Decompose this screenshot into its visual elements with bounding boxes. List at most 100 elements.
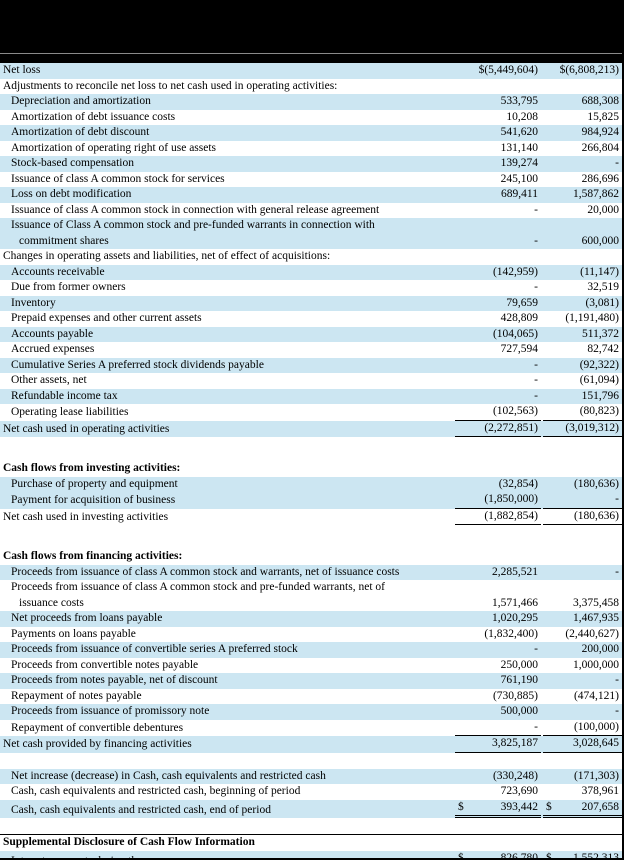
value-col2: -	[615, 705, 619, 717]
value-col1: 250,000	[500, 658, 538, 671]
value-col2: -	[615, 565, 619, 578]
row-label: Refundable income tax	[11, 389, 118, 402]
value-col2: (11,147)	[580, 265, 619, 278]
value-col2: 1,587,862	[573, 188, 619, 200]
row-label: Proceeds from issuance of promissory not…	[11, 705, 210, 717]
value-col1: 727,594	[500, 343, 538, 355]
value-col1: 723,690	[500, 785, 538, 797]
row-label: Prepaid expenses and other current asset…	[11, 312, 202, 324]
value-col2: 378,961	[581, 785, 619, 797]
value-col2: -	[543, 492, 622, 509]
row-label: Issuance of Class A common stock and pre…	[11, 219, 375, 247]
value-col1: -	[534, 358, 538, 371]
value-col1: -	[534, 389, 538, 402]
row-label: Issuance of class A common stock for ser…	[11, 172, 225, 185]
value-col2: (80,823)	[543, 404, 622, 421]
row-label: Interest payments during the year	[0, 854, 451, 859]
row-label: Cash flows from financing activities:	[3, 550, 183, 562]
table-row: Repayment of notes payable (730,885) (474,…	[0, 689, 622, 705]
value-col2: 151,796	[581, 389, 619, 402]
value-col2: (180,636)	[573, 477, 619, 490]
row-label: Accounts payable	[11, 327, 94, 340]
value-col1: (1,850,000)	[455, 492, 541, 509]
table-row: Loss on debt modification 689,411 1,587,86…	[0, 187, 622, 203]
row-label: Inventory	[11, 296, 56, 309]
table-row: Net cash used in investing activities (1,…	[0, 509, 622, 525]
dollar-sign: $	[458, 851, 464, 860]
table-row: Supplemental Disclosure of Cash Flow Inf…	[0, 834, 622, 851]
row-label: Operating lease liabilities	[11, 406, 129, 418]
value-col2: -	[615, 674, 619, 686]
value-col1: 79,659	[506, 296, 538, 309]
table-row: Adjustments to reconcile net loss to net…	[0, 79, 622, 95]
table-row: Prepaid expenses and other current asset…	[0, 311, 622, 327]
value-col1: (330,248)	[492, 769, 538, 782]
row-label: Issuance of class A common stock in conn…	[11, 203, 380, 216]
row-label: Adjustments to reconcile net loss to net…	[3, 79, 338, 92]
row-label: Net loss	[3, 64, 41, 76]
value-col1: 541,620	[500, 126, 538, 138]
row-label: Proceeds from issuance of convertible se…	[11, 643, 298, 655]
row-label: Payment for acquisition of business	[11, 494, 176, 506]
row-label: Amortization of operating right of use a…	[11, 141, 217, 154]
value-col1: -	[534, 281, 538, 293]
row-label: Stock-based compensation	[11, 157, 134, 169]
row-label: Amortization of debt issuance costs	[11, 110, 176, 123]
value-col1: (104,065)	[492, 327, 538, 340]
value-col1: -	[534, 643, 538, 655]
value-col1: 689,411	[501, 188, 538, 200]
row-label: Accounts receivable	[11, 265, 105, 278]
value-col1: 761,190	[500, 674, 538, 686]
value-col2: (61,094)	[579, 374, 619, 386]
table-row: Amortization of debt discount 541,620 984,…	[0, 125, 622, 141]
dollar-sign: $	[546, 800, 552, 813]
table-row: Net proceeds from loans payable 1,020,295…	[0, 611, 622, 627]
spacer-row	[0, 753, 622, 769]
table-row: Stock-based compensation 139,274 -	[0, 156, 622, 172]
value-col2: 984,924	[581, 126, 619, 138]
table-row: Proceeds from issuance of convertible se…	[0, 642, 622, 658]
row-label: Proceeds from issuance of class A common…	[11, 581, 385, 609]
table-row: Due from former owners - 32,519	[0, 280, 622, 296]
row-label: Amortization of debt discount	[11, 126, 150, 138]
row-label: Net proceeds from loans payable	[11, 612, 163, 624]
value-col2: 688,308	[581, 95, 619, 107]
value-col1: 245,100	[500, 172, 538, 185]
row-label: Changes in operating assets and liabilit…	[3, 250, 331, 262]
table-row: Interest payments during the year $826,78…	[0, 850, 622, 860]
table-row: Other assets, net - (61,094)	[0, 373, 622, 389]
table-row: Payment for acquisition of business (1,85…	[0, 492, 622, 509]
row-label: Cash, cash equivalents and restricted ca…	[11, 803, 271, 816]
table-row: Net cash used in operating activities (2,…	[0, 420, 622, 437]
table-row: Cash, cash equivalents and restricted ca…	[0, 799, 622, 818]
table-row: Proceeds from notes payable, net of disc…	[0, 673, 622, 689]
row-label: Due from former owners	[11, 281, 126, 293]
value-col1: $393,442	[455, 800, 541, 818]
value-col2: 1,000,000	[573, 658, 619, 671]
value-col2: (171,303)	[573, 769, 619, 782]
value-col1: (142,959)	[492, 265, 538, 278]
value-col2: $(6,808,213)	[559, 64, 619, 76]
spacer-row	[0, 525, 622, 549]
table-row: Refundable income tax - 151,796	[0, 388, 622, 404]
dollar-sign: $	[458, 800, 464, 813]
value-col2: -	[615, 157, 619, 169]
table-row: Cash, cash equivalents and restricted ca…	[0, 784, 622, 800]
table-row: Issuance of Class A common stock and pre…	[0, 218, 622, 249]
table-row: Changes in operating assets and liabilit…	[0, 249, 622, 265]
value-col2: 3,375,458	[573, 596, 619, 609]
table-row: Amortization of debt issuance costs 10,20…	[0, 110, 622, 126]
cashflow-table: Net loss $(5,449,604) $(6,808,213) Adjustme…	[0, 63, 622, 860]
row-label: Net increase (decrease) in Cash, cash eq…	[11, 769, 326, 782]
row-label: Accrued expenses	[11, 343, 95, 355]
value-col1: $826,780	[455, 851, 541, 860]
row-label: Net cash provided by financing activitie…	[3, 738, 192, 750]
table-row: Proceeds from issuance of class A common…	[0, 580, 622, 611]
row-label: Repayment of convertible debentures	[11, 721, 184, 734]
table-row: Net cash provided by financing activitie…	[0, 736, 622, 753]
row-label: Payments on loans payable	[11, 627, 136, 640]
row-label: Cash, cash equivalents and restricted ca…	[11, 785, 301, 797]
value-col1: (1,832,400)	[484, 627, 538, 640]
table-row: Issuance of class A common stock in conn…	[0, 203, 622, 219]
